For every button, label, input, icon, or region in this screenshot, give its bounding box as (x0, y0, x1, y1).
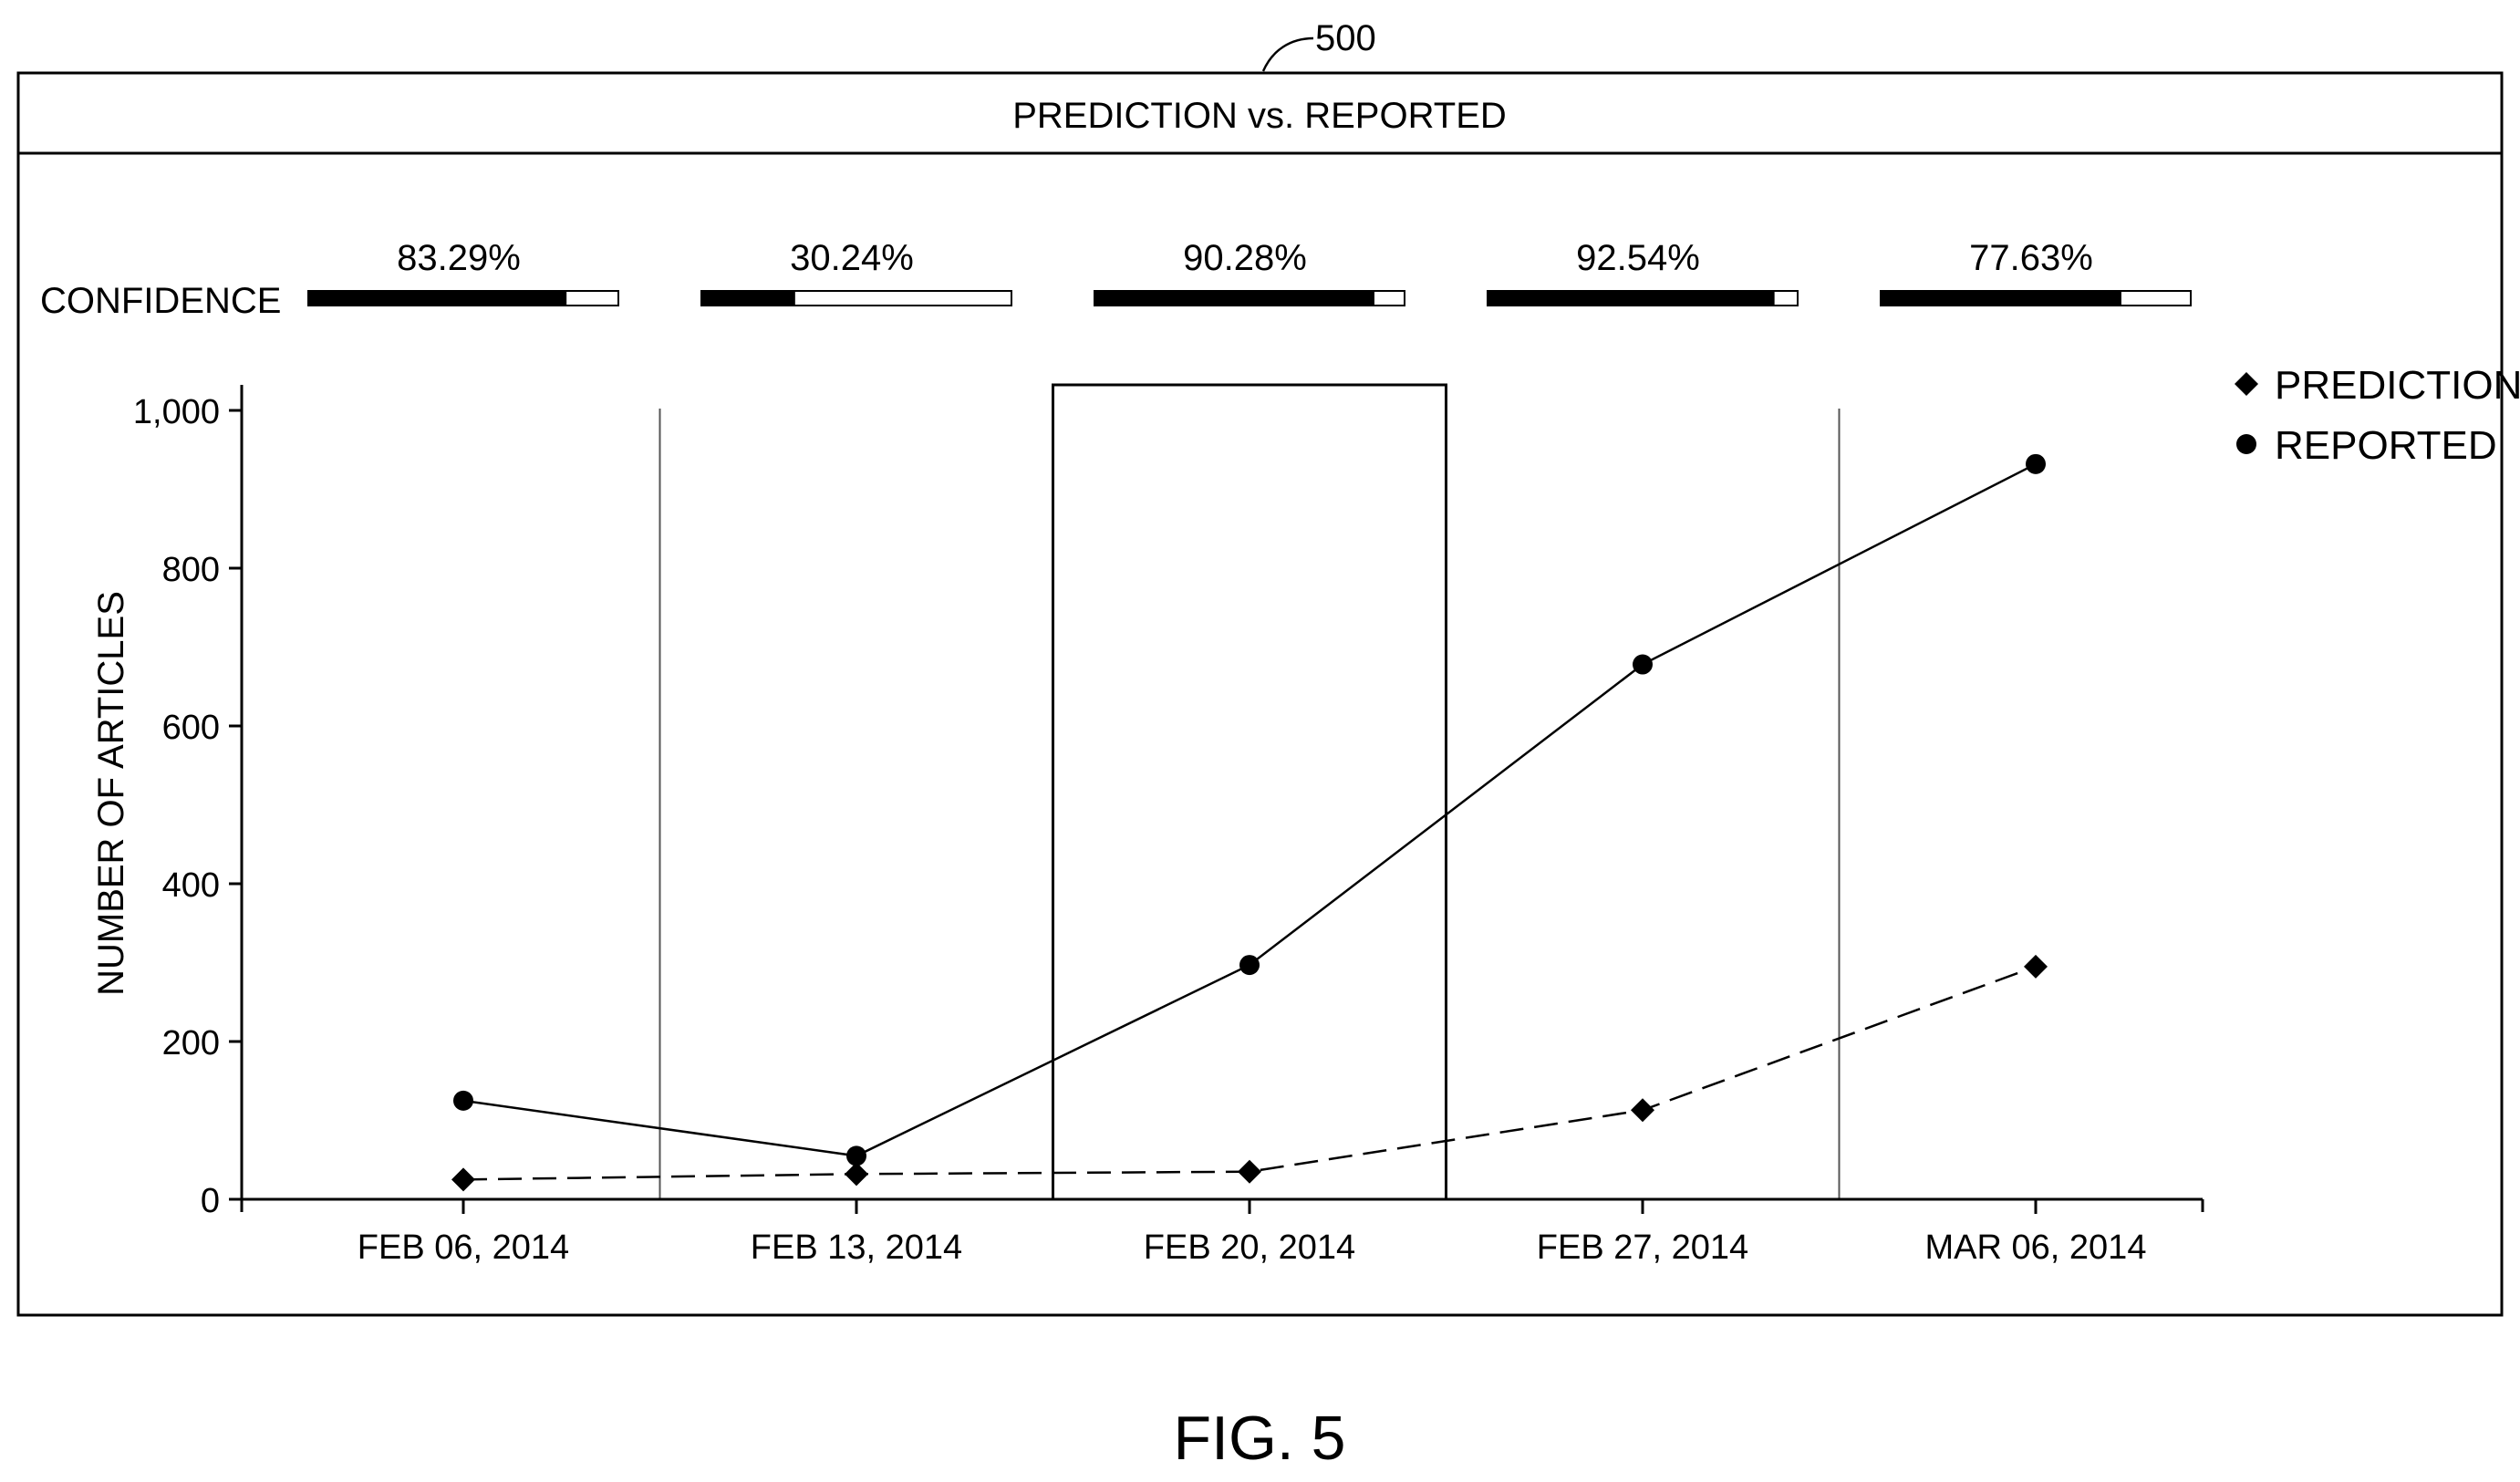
y-axis-label: NUMBER OF ARTICLES (91, 591, 131, 996)
figure-label: FIG. 5 (1174, 1404, 1346, 1473)
legend: PREDICTION REPORTED (2235, 363, 2520, 468)
x-tick-label: FEB 06, 2014 (358, 1228, 569, 1267)
prediction-point (845, 1162, 868, 1187)
legend-label: PREDICTION (2275, 363, 2520, 408)
y-tick-label: 0 (201, 1182, 220, 1220)
prediction-point (2024, 954, 2048, 979)
y-axis-ticks: 0 200 400 600 800 1,000 (133, 393, 242, 1220)
prediction-point (1631, 1098, 1654, 1123)
series-line-prediction (462, 965, 2037, 1181)
reported-point (2026, 453, 2046, 474)
x-axis-ticks: FEB 06, 2014 FEB 13, 2014 FEB 20, 2014 FEB … (240, 1199, 2204, 1267)
confidence-bar-fill (1094, 291, 1374, 306)
reported-point (453, 1090, 473, 1111)
legend-marker-reported (2236, 434, 2256, 454)
reported-point (1633, 654, 1653, 675)
y-tick-label: 600 (162, 709, 220, 747)
x-tick-label: FEB 27, 2014 (1537, 1228, 1748, 1267)
prediction-point (451, 1167, 475, 1192)
y-tick-label: 800 (162, 551, 220, 589)
chart-title: PREDICTION vs. REPORTED (1012, 96, 1507, 136)
reference-leader-line (1261, 36, 1314, 72)
y-tick-label: 400 (162, 866, 220, 905)
chart-frame (16, 71, 2504, 1317)
confidence-value-label: 30.24% (790, 238, 914, 278)
legend-marker-prediction (2235, 372, 2258, 396)
legend-label: REPORTED (2275, 423, 2497, 468)
confidence-label: CONFIDENCE (40, 281, 281, 321)
x-tick-label: MAR 06, 2014 (1925, 1228, 2147, 1267)
reported-point (1239, 955, 1260, 976)
confidence-value-label: 92.54% (1576, 238, 1700, 278)
y-tick-label: 1,000 (133, 393, 220, 431)
confidence-bar-fill (701, 291, 795, 306)
reference-numeral: 500 (1315, 18, 1376, 58)
x-tick-label: FEB 20, 2014 (1144, 1228, 1355, 1267)
confidence-bar-fill (1881, 291, 2121, 306)
confidence-value-label: 77.63% (1969, 238, 2093, 278)
confidence-bar-fill (1488, 291, 1775, 306)
x-tick-label: FEB 13, 2014 (751, 1228, 962, 1267)
data-series (451, 453, 2048, 1192)
confidence-value-label: 90.28% (1183, 238, 1307, 278)
confidence-bars: 83.29% 30.24% 90.28% 92.54% 77.63% (307, 238, 2192, 306)
reported-point (846, 1145, 866, 1166)
prediction-point (1238, 1159, 1261, 1184)
confidence-value-label: 83.29% (397, 238, 521, 278)
confidence-bar-fill (308, 291, 567, 306)
category-separators (659, 409, 1841, 1199)
y-tick-label: 200 (162, 1024, 220, 1062)
highlighted-week-box (1052, 383, 1447, 1201)
